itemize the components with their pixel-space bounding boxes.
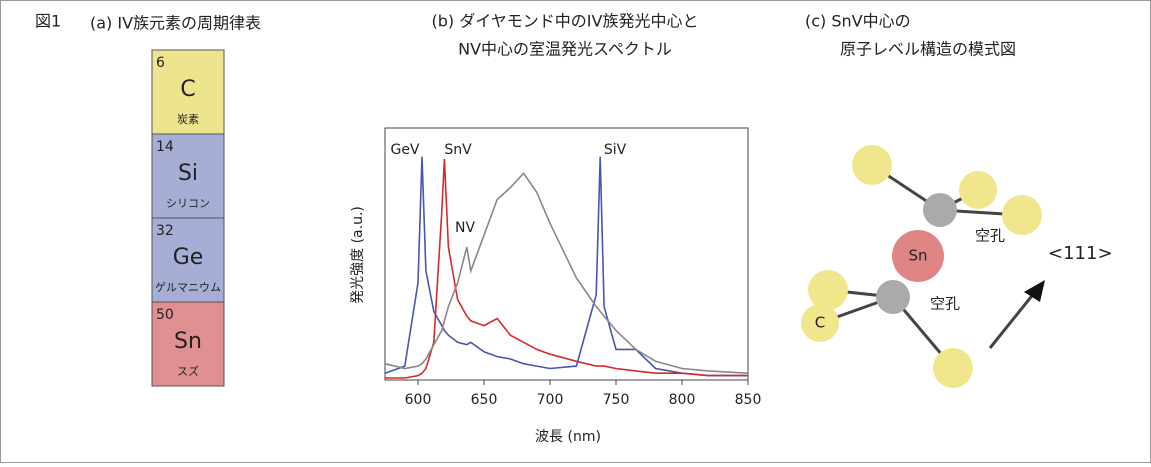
element-symbol: Sn	[174, 329, 202, 354]
panel-c-title: 原子レベル構造の模式図	[840, 40, 1016, 59]
carbon	[852, 145, 892, 185]
y-axis-label: 発光強度 (a.u.)	[350, 206, 366, 304]
element-name: 炭素	[177, 113, 199, 126]
vacancy	[876, 280, 910, 314]
atomic-number: 50	[156, 307, 174, 323]
c-label: C	[815, 314, 825, 332]
x-tick-label: 800	[669, 392, 696, 408]
panel-c-title: (c) SnV中心の	[805, 12, 911, 31]
element-name: ゲルマニウム	[155, 281, 221, 294]
atomic-number: 32	[156, 223, 174, 239]
carbon	[808, 270, 848, 310]
panel-b-title: NV中心の室温発光スペクトル	[458, 40, 672, 59]
vacancy-label: 空孔	[975, 227, 1005, 245]
x-tick-label: 600	[405, 392, 432, 408]
carbon	[933, 348, 973, 388]
atomic-number: 14	[156, 139, 174, 155]
direction-label: <111>	[1048, 243, 1113, 264]
vacancy	[923, 193, 957, 227]
figure-label: 図1	[35, 12, 61, 31]
panel-a-title: (a) IV族元素の周期律表	[90, 14, 261, 33]
x-axis-label: 波長 (nm)	[535, 429, 601, 445]
element-symbol: Si	[178, 161, 198, 186]
element-symbol: Ge	[173, 245, 204, 270]
element-symbol: C	[180, 77, 195, 102]
x-tick-label: 850	[735, 392, 762, 408]
peak-label: NV	[455, 220, 475, 236]
peak-label: SnV	[444, 142, 472, 158]
figure: 図1 (a) IV族元素の周期律表 6C炭素14Siシリコン32Geゲルマニウム…	[0, 0, 1151, 463]
carbon	[1002, 195, 1042, 235]
x-tick-label: 750	[603, 392, 630, 408]
panel-b-title: (b) ダイヤモンド中のIV族発光中心と	[432, 12, 699, 31]
vacancy-label: 空孔	[930, 295, 960, 313]
x-tick-label: 650	[471, 392, 498, 408]
peak-label: GeV	[390, 142, 419, 158]
x-tick-label: 700	[537, 392, 564, 408]
carbon	[959, 171, 997, 209]
sn-label: Sn	[908, 247, 927, 265]
peak-label: SiV	[604, 142, 627, 158]
element-name: シリコン	[166, 197, 210, 210]
atomic-number: 6	[156, 55, 165, 71]
element-name: スズ	[177, 364, 199, 378]
